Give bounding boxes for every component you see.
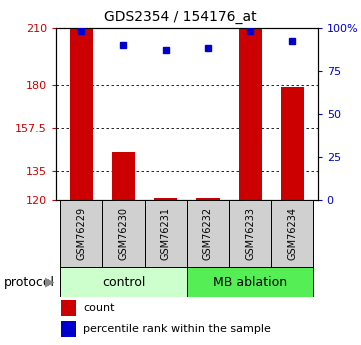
Text: control: control	[102, 276, 145, 288]
Bar	[239, 28, 262, 200]
Text: ▶: ▶	[45, 276, 55, 288]
Text: percentile rank within the sample: percentile rank within the sample	[83, 324, 271, 334]
Bar	[281, 87, 304, 200]
Bar	[187, 267, 313, 297]
Text: GSM76231: GSM76231	[161, 207, 171, 260]
Bar	[271, 200, 313, 267]
Bar	[60, 267, 187, 297]
Bar	[196, 198, 219, 200]
Text: GSM76234: GSM76234	[287, 207, 297, 260]
Text: MB ablation: MB ablation	[213, 276, 287, 288]
Bar	[60, 200, 103, 267]
Bar	[154, 198, 177, 200]
Bar	[61, 300, 75, 316]
Bar	[187, 200, 229, 267]
Text: protocol: protocol	[4, 276, 55, 288]
Text: GDS2354 / 154176_at: GDS2354 / 154176_at	[104, 10, 257, 24]
Text: GSM76230: GSM76230	[118, 207, 129, 260]
Bar	[112, 152, 135, 200]
Bar	[61, 322, 75, 337]
Bar	[70, 28, 93, 200]
Text: count: count	[83, 303, 115, 313]
Text: GSM76233: GSM76233	[245, 207, 255, 260]
Bar	[145, 200, 187, 267]
Text: GSM76232: GSM76232	[203, 207, 213, 260]
Bar	[229, 200, 271, 267]
Text: GSM76229: GSM76229	[76, 207, 86, 260]
Bar	[103, 200, 145, 267]
